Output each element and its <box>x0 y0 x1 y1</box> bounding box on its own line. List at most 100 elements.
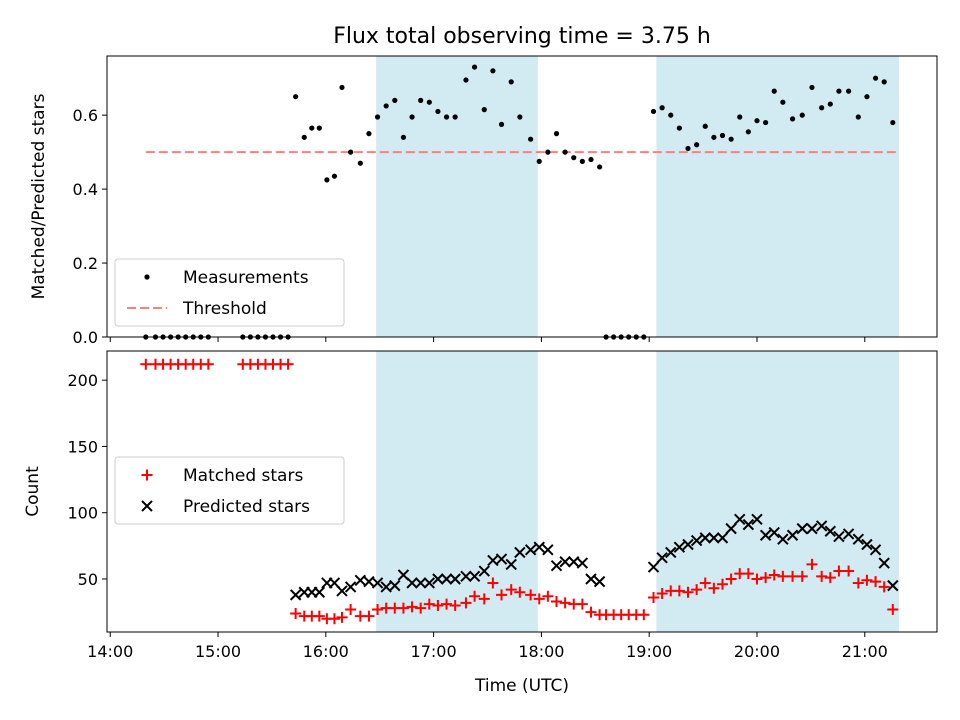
matched-star-point <box>345 603 357 615</box>
axes-frame <box>106 55 938 338</box>
predicted-star-point <box>806 522 818 535</box>
predicted-star-point <box>759 529 772 541</box>
matched-star-point <box>372 603 384 615</box>
matched-star-point <box>202 358 214 370</box>
predicted-star-point <box>656 552 668 564</box>
matched-star-point <box>140 358 152 370</box>
measurement-point <box>789 116 796 122</box>
predicted-star-point <box>344 581 357 593</box>
x-tick-label: 14:00 <box>87 642 133 661</box>
predicted-star-point <box>533 541 545 553</box>
y-tick-label: 50 <box>78 570 98 589</box>
measurement-point <box>366 131 372 137</box>
matched-star-point <box>585 606 597 618</box>
measurement-point <box>309 125 315 131</box>
measurement-point <box>872 75 879 81</box>
measurement-point <box>517 114 523 120</box>
matched-star-point <box>656 588 668 600</box>
measurement-point <box>819 105 825 111</box>
measurement-point <box>383 103 389 109</box>
matched-star-point <box>870 576 882 588</box>
x-tick-label: 16:00 <box>303 642 349 661</box>
matched-star-point <box>708 582 720 594</box>
matched-star-point <box>525 589 537 601</box>
x-tick-label: 20:00 <box>734 642 780 661</box>
matched-star-point <box>313 610 325 622</box>
measurement-point <box>799 112 805 118</box>
measurement-point <box>864 94 870 100</box>
measurement-point <box>331 173 338 179</box>
x-tick-label: 19:00 <box>626 642 672 661</box>
matched-star-point <box>542 590 554 602</box>
matched-star-point <box>843 565 855 577</box>
measurement-point <box>659 105 665 111</box>
predicted-star-point <box>665 546 677 559</box>
x-tick-label: 15:00 <box>195 642 241 661</box>
predicted-star-point <box>559 556 571 568</box>
matched-star-point <box>496 589 508 601</box>
measurement-point <box>846 88 852 94</box>
measurement-point <box>498 121 505 128</box>
measurement-point <box>528 136 534 142</box>
legend-label: Predicted stars <box>183 497 310 517</box>
y-tick-label: 150 <box>67 437 98 456</box>
predicted-star-point <box>406 577 418 589</box>
matched-star-point <box>550 596 562 608</box>
matched-star-point <box>691 584 703 596</box>
matched-star-point <box>363 610 375 622</box>
measurement-point <box>754 118 760 124</box>
legend-label: Measurements <box>183 268 309 288</box>
matched-star-point <box>777 570 789 582</box>
measurement-point <box>536 158 542 164</box>
measurement-point <box>471 64 478 70</box>
matched-star-point <box>441 598 453 610</box>
predicted-star-point <box>414 577 427 589</box>
measurement-point <box>728 136 734 142</box>
predicted-star-point <box>468 570 481 583</box>
predicted-star-point <box>550 560 563 572</box>
predicted-star-point <box>878 557 890 569</box>
predicted-star-point <box>777 533 789 545</box>
predicted-star-point <box>699 532 711 544</box>
y-tick-label: 100 <box>67 504 98 523</box>
predicted-star-point <box>824 525 836 537</box>
predicted-star-point <box>514 546 526 559</box>
matched-star-point <box>576 598 588 610</box>
matched-star-point <box>824 572 836 584</box>
measurement-point <box>392 97 398 103</box>
legend-marker-plus <box>141 469 153 481</box>
measurement-point <box>324 177 330 183</box>
predicted-star-point <box>593 575 606 588</box>
matched-star-point <box>887 603 899 615</box>
legend-label: Threshold <box>182 299 267 319</box>
predicted-star-point <box>647 561 660 573</box>
measurement-point <box>836 88 842 94</box>
chart-title: Flux total observing time = 3.75 h <box>333 24 711 49</box>
matched-star-point <box>282 358 294 370</box>
predicted-star-point <box>887 579 899 592</box>
predicted-star-point <box>449 573 461 585</box>
y-tick-label: 0.0 <box>73 328 98 347</box>
measurement-point <box>685 145 691 152</box>
measurement-point <box>737 114 743 120</box>
measurement-point <box>809 84 815 91</box>
predicted-star-point <box>786 529 799 541</box>
ratio-panel: 0.0 0.2 0.4 0.6 Matched/Predicted stars Measu… <box>29 55 938 347</box>
matched-star-point <box>469 590 481 602</box>
predicted-star-point <box>861 538 873 551</box>
matched-star-point <box>460 597 472 609</box>
predicted-star-point <box>289 589 302 601</box>
measurement-point <box>719 132 726 139</box>
matched-star-point <box>559 597 571 609</box>
measurement-point <box>301 134 307 140</box>
matched-star-point <box>861 574 873 586</box>
predicted-star-point <box>542 544 554 556</box>
predicted-star-point <box>833 530 845 543</box>
measurement-point <box>426 99 432 105</box>
matched-star-point <box>415 602 427 614</box>
matched-star-point <box>533 593 545 605</box>
measurement-point <box>409 114 415 120</box>
measurement-point <box>711 134 717 140</box>
matched-star-point <box>852 577 864 589</box>
